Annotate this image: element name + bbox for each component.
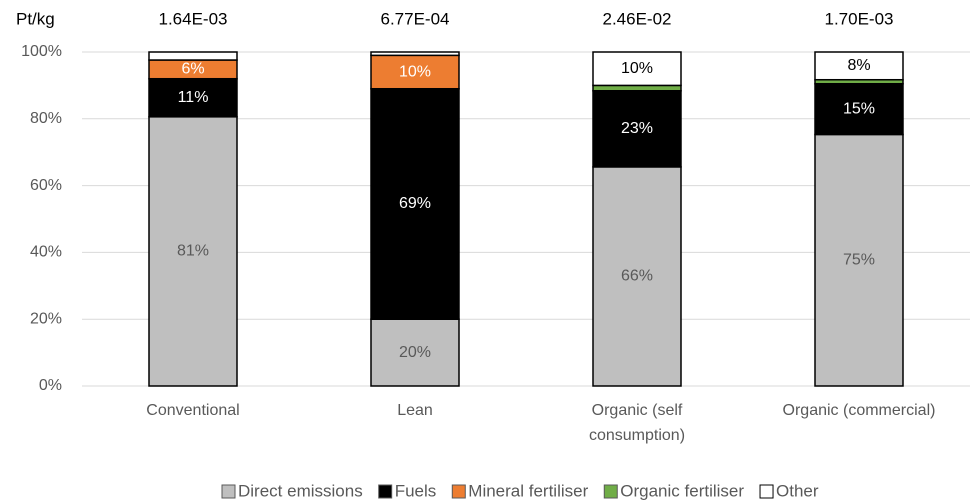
legend-label: Direct emissions xyxy=(238,481,363,500)
x-tick-label: Organic (self consumption) xyxy=(589,402,685,444)
data-label: 66% xyxy=(621,268,653,285)
total-label: 1.70E-03 xyxy=(825,9,894,28)
y-tick-label: 0% xyxy=(39,377,62,394)
legend-swatch xyxy=(603,484,618,499)
legend-swatch xyxy=(378,484,393,499)
legend-label: Fuels xyxy=(395,481,437,500)
data-label: 69% xyxy=(399,195,431,212)
data-label: 8% xyxy=(847,57,870,74)
legend-swatch xyxy=(221,484,236,499)
y-tick-label: 20% xyxy=(30,310,62,327)
x-tick-label: Lean xyxy=(397,402,433,419)
bar-segment xyxy=(592,51,682,87)
total-label: 1.64E-03 xyxy=(159,9,228,28)
data-label: 10% xyxy=(399,63,431,80)
data-label: 75% xyxy=(843,251,875,268)
legend-label: Organic fertiliser xyxy=(620,481,744,500)
y-tick-label: 80% xyxy=(30,110,62,127)
x-tick-label: Conventional xyxy=(146,402,239,419)
data-label: 20% xyxy=(399,344,431,361)
total-label: 6.77E-04 xyxy=(381,9,450,28)
data-label: 23% xyxy=(621,120,653,137)
bar-segment xyxy=(814,133,904,387)
bar-segment xyxy=(148,77,238,118)
data-label: 81% xyxy=(177,243,209,260)
totals-label: Pt/kg xyxy=(16,9,55,28)
bar-segment xyxy=(592,166,682,387)
legend-label: Mineral fertiliser xyxy=(468,481,588,500)
data-label: 6% xyxy=(181,61,204,78)
data-label: 10% xyxy=(621,60,653,77)
bar-segment xyxy=(814,51,904,81)
total-label: 2.46E-02 xyxy=(603,9,672,28)
legend-label: Other xyxy=(776,481,819,500)
data-label: 15% xyxy=(843,100,875,117)
y-tick-label: 60% xyxy=(30,177,62,194)
bar-segment xyxy=(148,51,238,61)
bar-segment xyxy=(370,51,460,57)
bar-segment xyxy=(592,84,682,92)
bar-segment xyxy=(814,82,904,136)
y-tick-label: 100% xyxy=(21,43,62,60)
x-tick-label: Organic (commercial) xyxy=(783,402,936,419)
legend-swatch xyxy=(451,484,466,499)
bar-segment xyxy=(148,116,238,387)
y-tick-label: 40% xyxy=(30,244,62,261)
bar-segment xyxy=(370,87,460,320)
data-label: 11% xyxy=(178,89,209,106)
legend-swatch xyxy=(759,484,774,499)
